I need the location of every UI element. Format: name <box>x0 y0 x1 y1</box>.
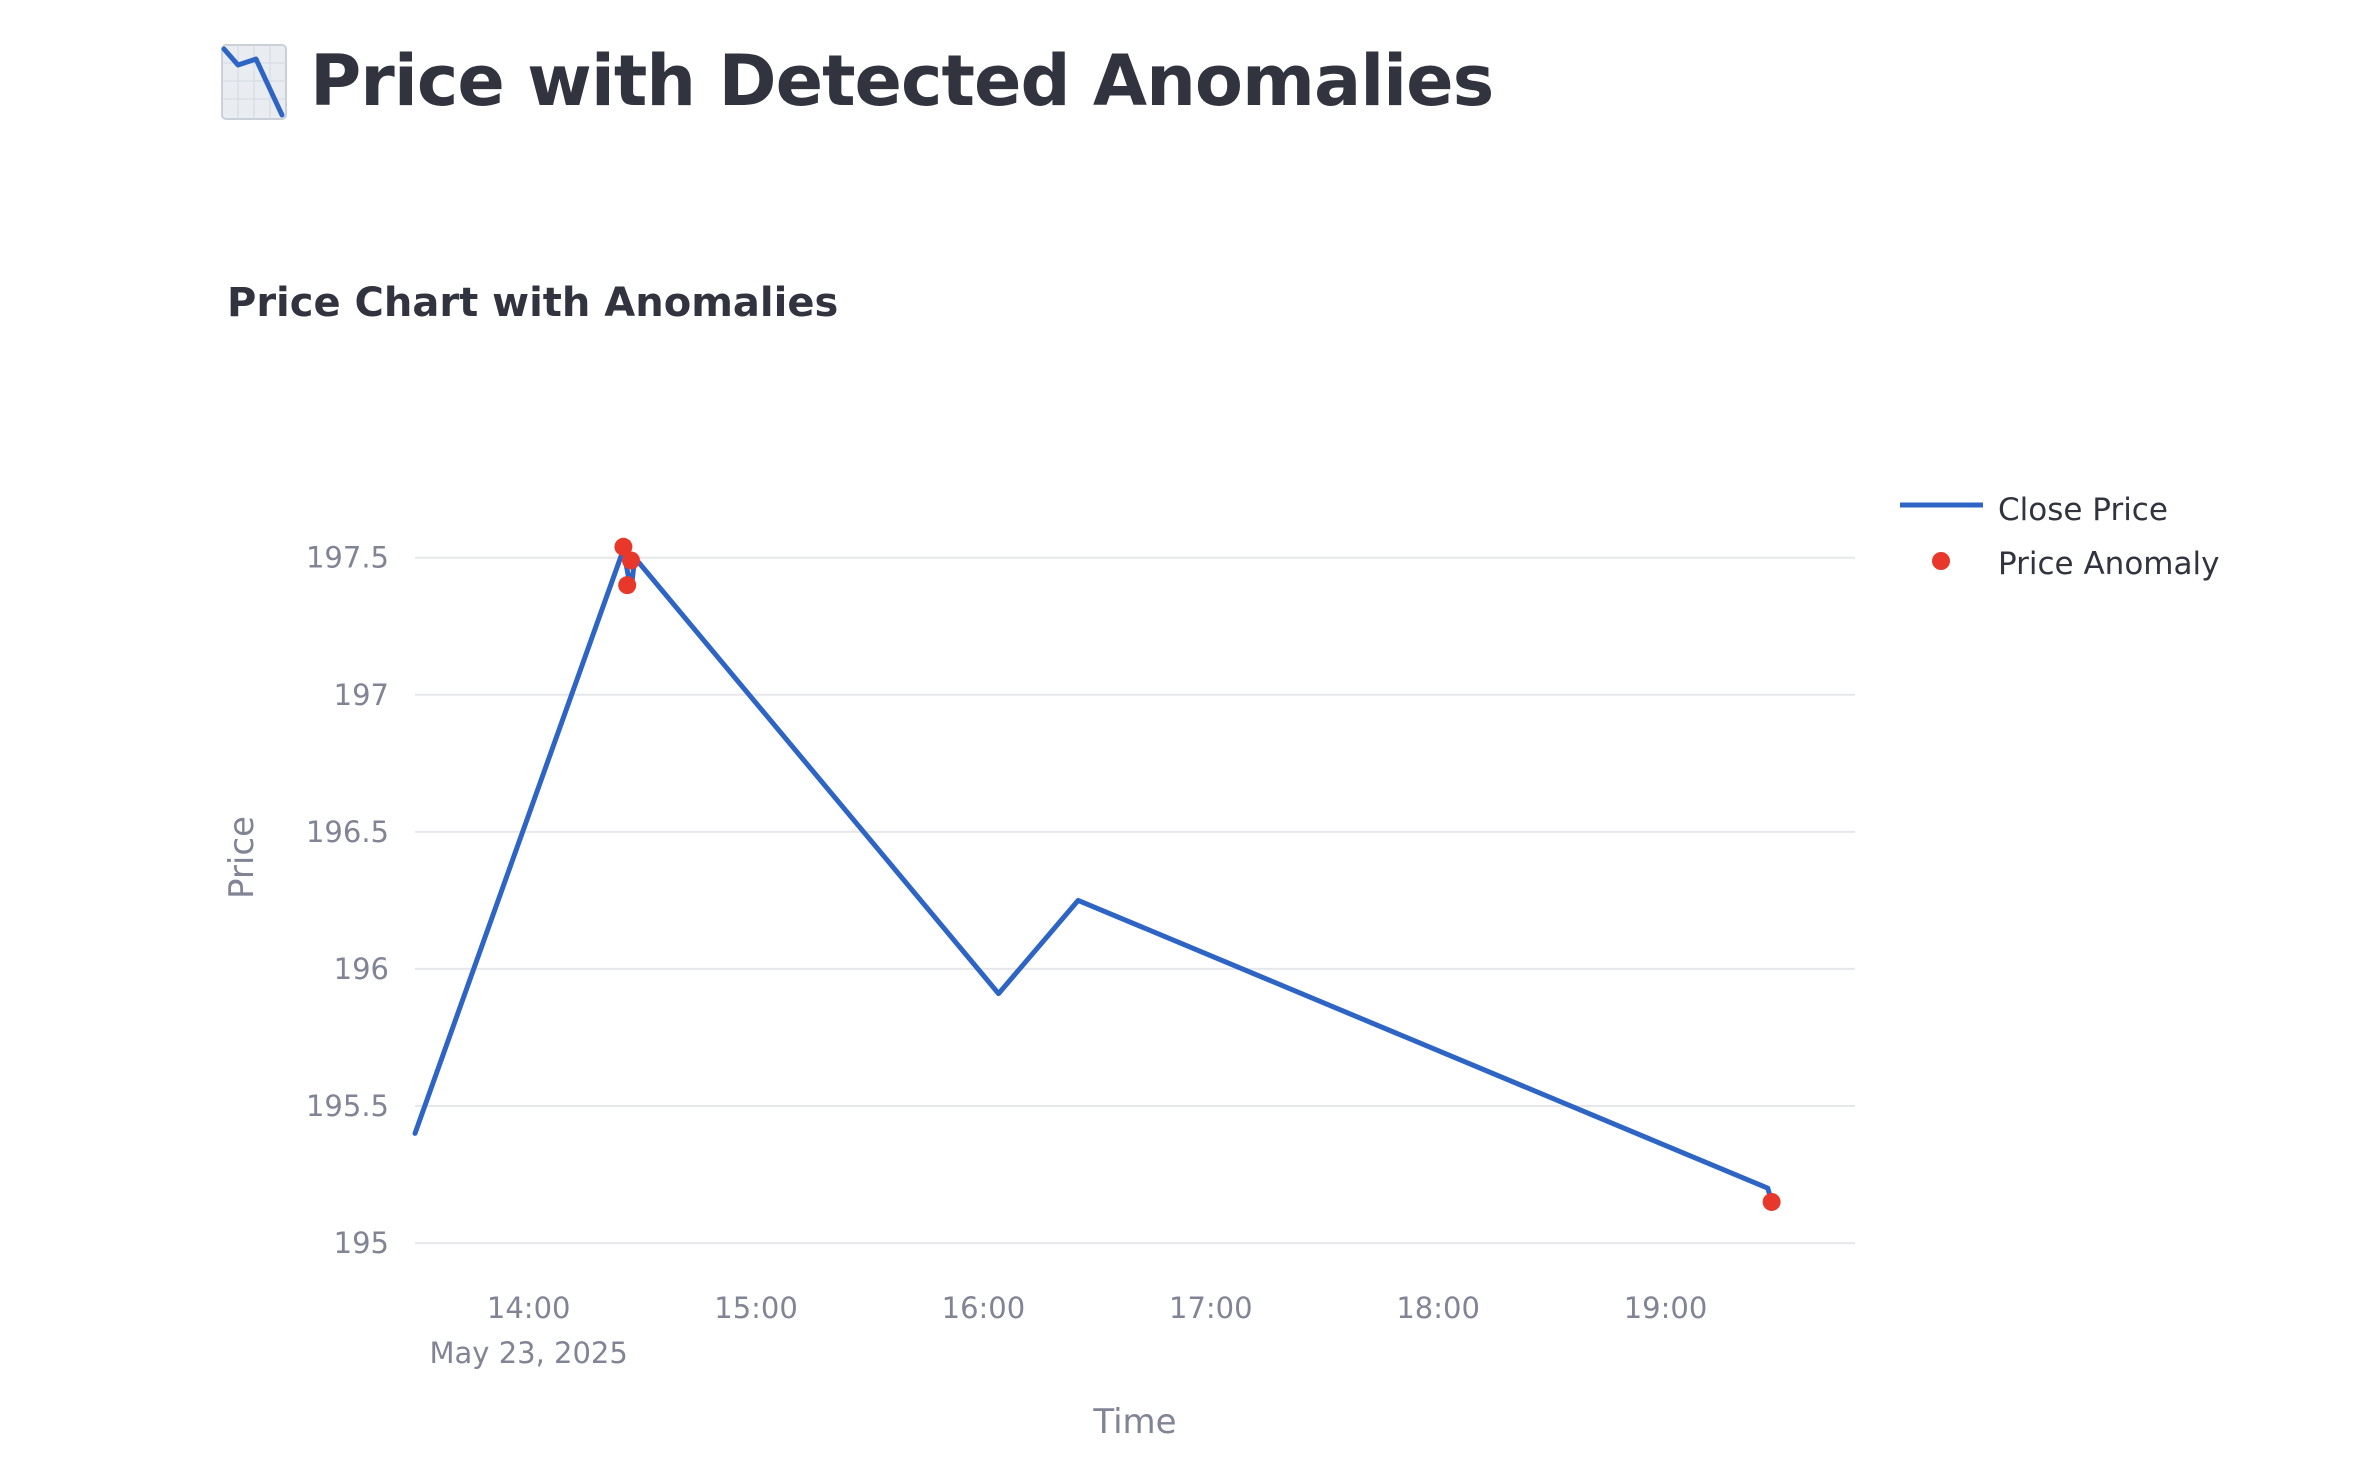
x-axis-title: Time <box>1092 1402 1176 1442</box>
x-tick-label: 17:00 <box>1169 1291 1253 1325</box>
y-tick-label: 197.5 <box>306 541 389 575</box>
x-tick-label: 14:00 <box>487 1291 571 1325</box>
grid-lines <box>415 556 1855 1245</box>
chart-decreasing-icon <box>221 44 287 120</box>
x-tick-label: 16:00 <box>942 1291 1026 1325</box>
page-title: Price with Detected Anomalies <box>310 40 1494 122</box>
x-tick-label: 19:00 <box>1624 1291 1708 1325</box>
y-axis-ticks: 195 195.5 196 196.5 197 197.5 <box>306 541 389 1260</box>
y-tick-label: 196.5 <box>306 815 389 849</box>
x-tick-label: 15:00 <box>714 1291 798 1325</box>
x-axis-ticks: 14:00 15:00 16:00 17:00 18:00 19:00 <box>487 1291 1707 1325</box>
legend[interactable]: Close Price Price Anomaly <box>1900 492 2219 582</box>
legend-item-close-price[interactable]: Close Price <box>1900 492 2168 528</box>
close-price-line[interactable] <box>412 547 1775 1205</box>
price-anomaly-point[interactable] <box>614 537 633 556</box>
x-axis-date-label: May 23, 2025 <box>430 1336 628 1370</box>
y-tick-label: 197 <box>334 678 389 712</box>
legend-label-close-price: Close Price <box>1998 492 2168 528</box>
y-tick-label: 195.5 <box>306 1089 389 1123</box>
page-header: Price with Detected Anomalies <box>220 40 1494 122</box>
y-axis-title: Price <box>222 816 262 899</box>
y-tick-label: 196 <box>334 952 389 986</box>
price-anomaly-point[interactable] <box>618 576 637 595</box>
x-tick-label: 18:00 <box>1396 1291 1480 1325</box>
price-anomaly-point[interactable] <box>622 551 640 570</box>
legend-marker-swatch <box>1932 552 1950 570</box>
price-anomaly-point[interactable] <box>1762 1192 1781 1211</box>
legend-item-price-anomaly[interactable]: Price Anomaly <box>1932 546 2219 582</box>
legend-label-price-anomaly: Price Anomaly <box>1998 546 2219 582</box>
y-tick-label: 195 <box>334 1226 389 1260</box>
chart-title: Price Chart with Anomalies <box>227 280 839 326</box>
series-layer[interactable] <box>412 537 1781 1211</box>
